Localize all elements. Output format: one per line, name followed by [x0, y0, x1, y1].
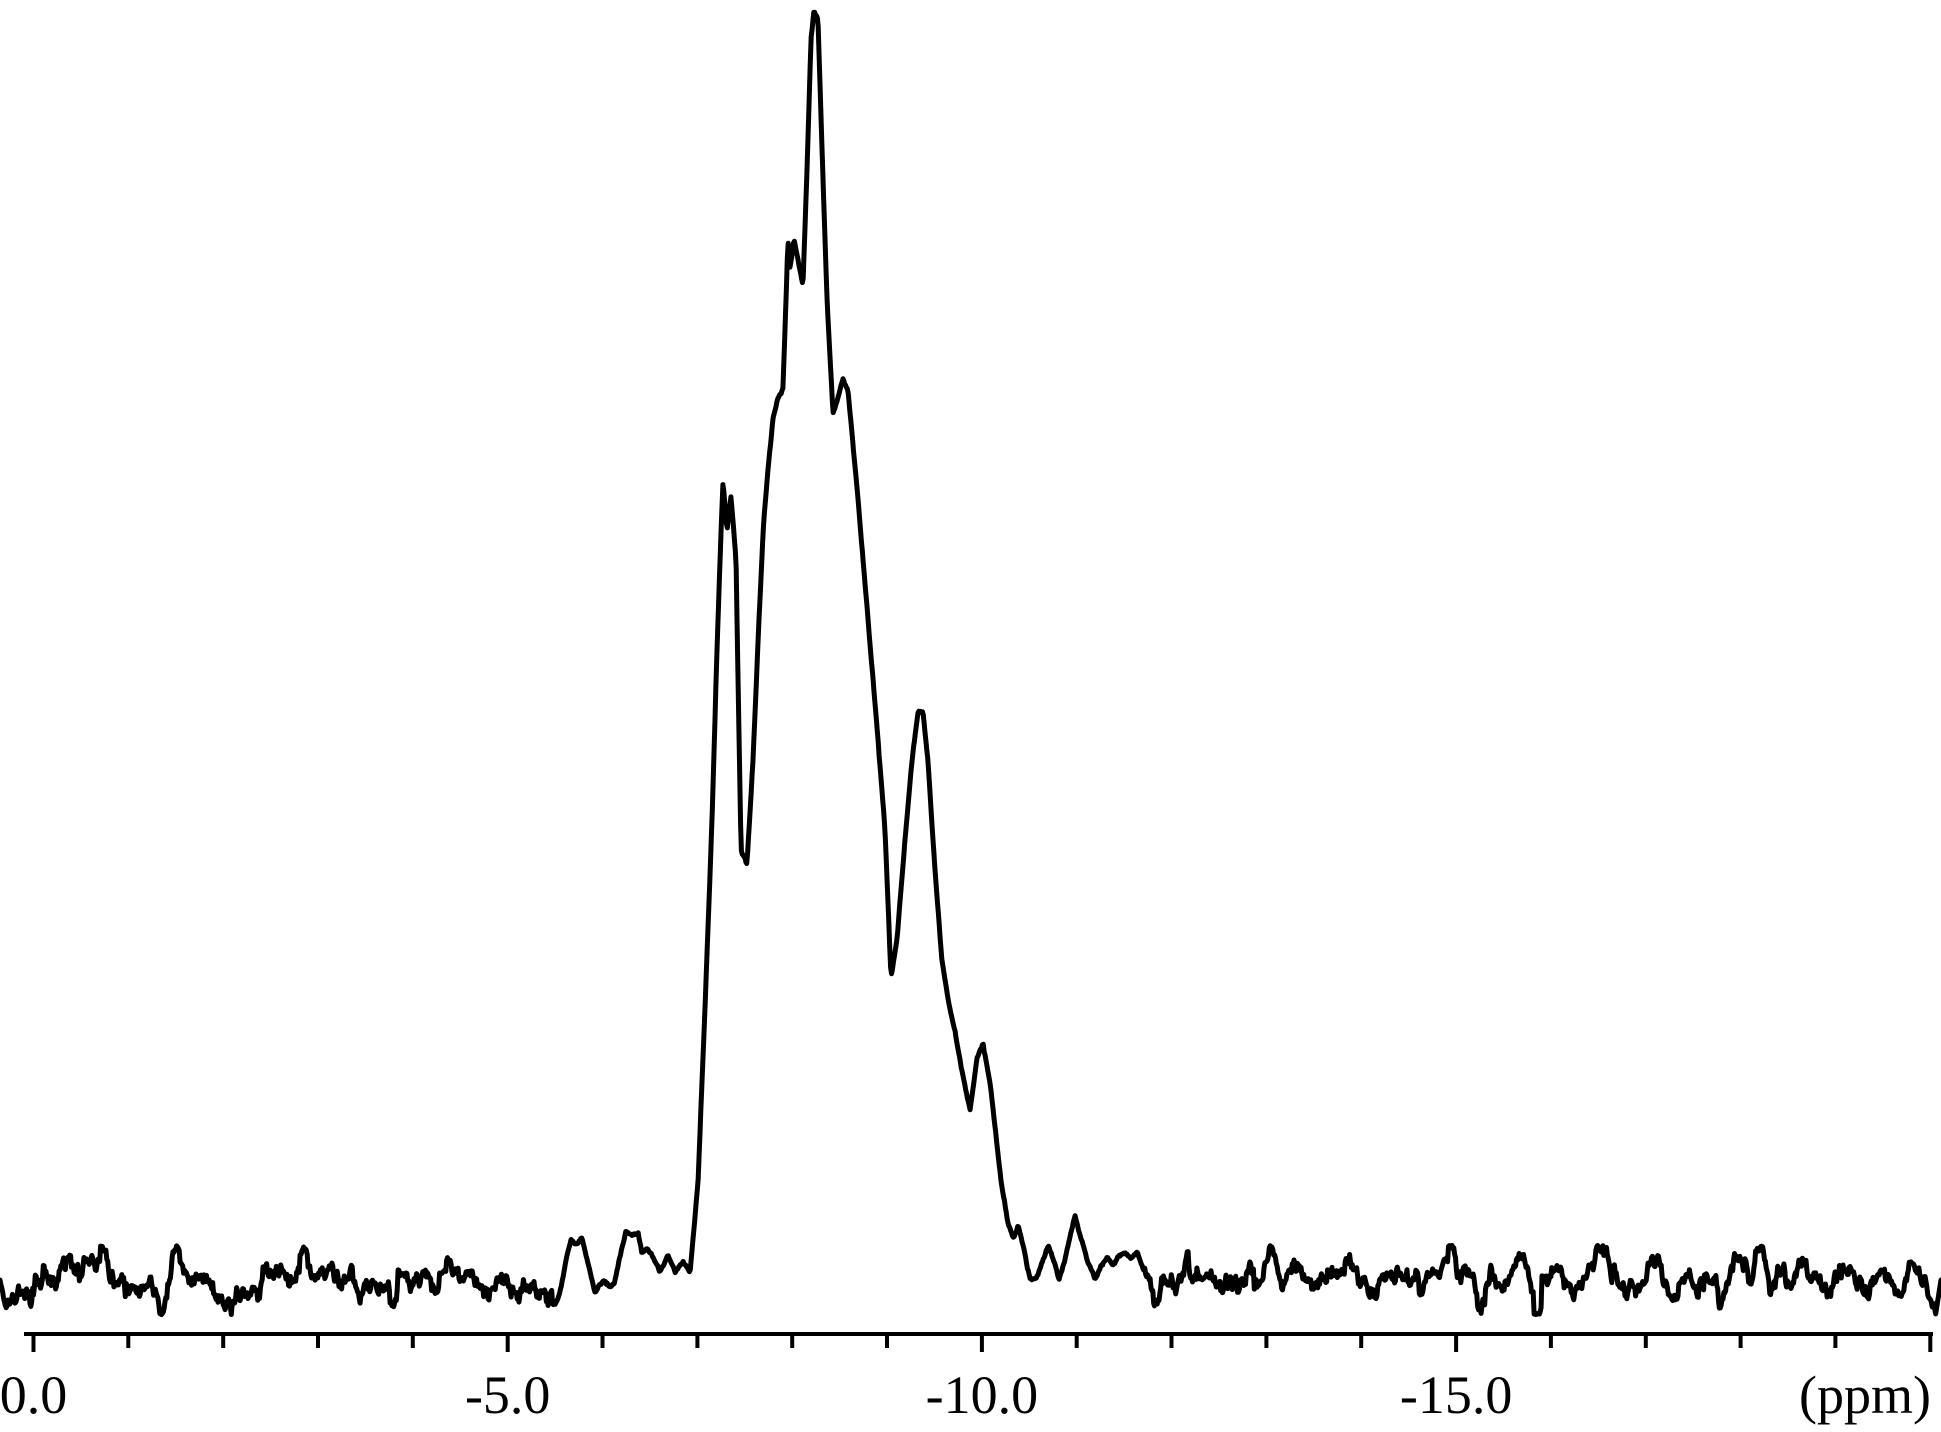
svg-text:-15.0: -15.0: [1400, 1365, 1512, 1425]
svg-text:0.0: 0.0: [0, 1365, 67, 1425]
svg-text:-10.0: -10.0: [926, 1365, 1038, 1425]
svg-text:-5.0: -5.0: [465, 1365, 550, 1425]
svg-text:(ppm): (ppm): [1799, 1365, 1931, 1425]
